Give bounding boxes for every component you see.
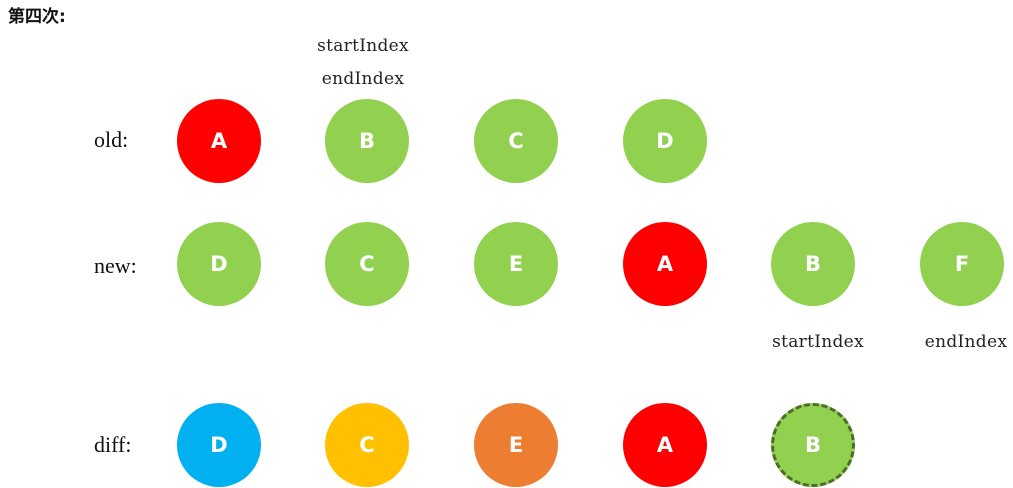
old-node-c: C: [474, 99, 558, 183]
new-node-label: F: [954, 252, 970, 276]
old-row-label: old:: [94, 127, 129, 152]
diff-node-label: E: [508, 433, 524, 457]
new-node-label: E: [508, 252, 524, 276]
old-end-index-label: endIndex: [321, 69, 405, 89]
old-node-label: D: [656, 129, 674, 153]
new-node-label: C: [359, 252, 375, 276]
new-node-label: A: [656, 252, 674, 276]
new-node-a: A: [623, 222, 707, 306]
diff-node-e: E: [474, 403, 558, 487]
diff-node-label: C: [359, 433, 375, 457]
old-start-index-label: startIndex: [317, 36, 409, 56]
step-title: 第四次:: [8, 7, 66, 27]
new-row-label: new:: [94, 253, 137, 278]
new-node-c: C: [325, 222, 409, 306]
new-end-index-label: endIndex: [924, 332, 1008, 352]
old-node-b: B: [325, 99, 409, 183]
new-node-label: D: [210, 252, 228, 276]
old-node-label: B: [358, 129, 375, 153]
new-node-d: D: [177, 222, 261, 306]
diff-node-label: B: [804, 433, 821, 457]
diff-node-label: A: [656, 433, 674, 457]
diff-node-d: D: [177, 403, 261, 487]
new-node-e: E: [474, 222, 558, 306]
old-node-label: C: [508, 129, 524, 153]
diff-node-label: D: [210, 433, 228, 457]
diff-node-a: A: [623, 403, 707, 487]
new-node-b: B: [771, 222, 855, 306]
new-node-label: B: [804, 252, 821, 276]
new-node-f: F: [920, 222, 1004, 306]
old-node-d: D: [623, 99, 707, 183]
old-node-a: A: [177, 99, 261, 183]
diff-row-label: diff:: [94, 432, 132, 457]
new-start-index-label: startIndex: [772, 332, 864, 352]
diff-node-c: C: [325, 403, 409, 487]
old-node-label: A: [210, 129, 228, 153]
diff-node-b: B: [771, 403, 855, 487]
